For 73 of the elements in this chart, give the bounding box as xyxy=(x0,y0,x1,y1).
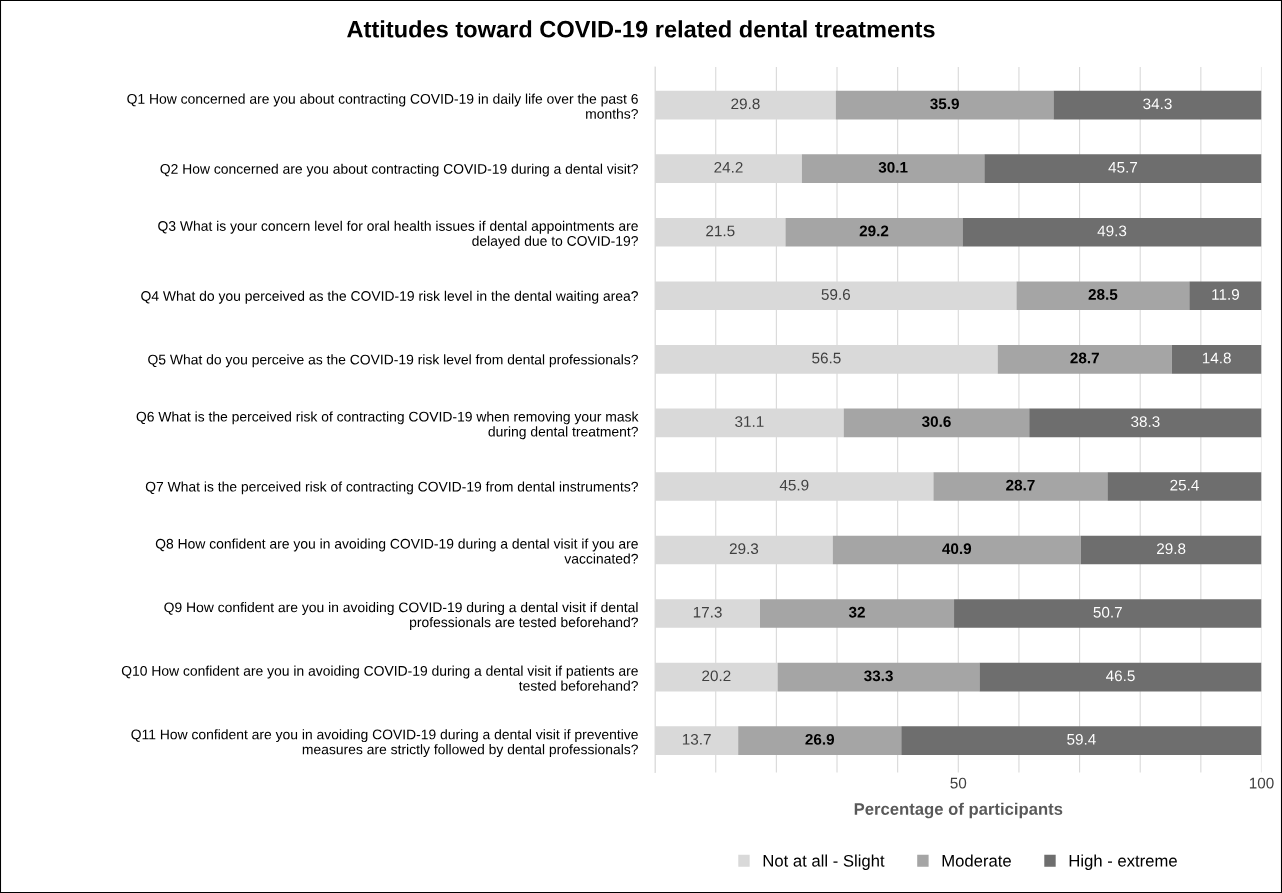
bar xyxy=(760,599,955,628)
data-label: 40.9 xyxy=(942,543,972,555)
data-label: 59.4 xyxy=(1067,733,1096,745)
bar xyxy=(901,726,1262,755)
y-tick-label: Q1 How concerned are you about contracting COVID-19 in daily life over the past 6 months? xyxy=(127,93,638,119)
y-tick-label: Q9 How confident are you in avoiding COVID-19 during a dental visit if dental professionals are tested beforehand? xyxy=(164,602,638,630)
data-label: 14.8 xyxy=(1202,352,1231,364)
data-label: 31.1 xyxy=(735,416,764,427)
data-label: 35.9 xyxy=(930,98,959,110)
bar xyxy=(1029,408,1262,438)
x-axis-title: Percentage of participants xyxy=(854,802,1063,819)
data-label: 45.9 xyxy=(779,479,809,491)
y-tick-label: Q4 What do you perceived as the COVID-19 risk level in the dental waiting area? xyxy=(141,290,638,304)
data-label: 21.5 xyxy=(706,225,735,237)
bar xyxy=(984,154,1262,183)
y-tick-label: Q5 What do you perceive as the COVID-19 risk level from dental professionals? xyxy=(148,354,638,368)
bar xyxy=(962,217,1262,247)
data-label: 28.5 xyxy=(1088,289,1118,300)
legend-label: Not at all - Slight xyxy=(763,854,885,870)
data-label: 29.2 xyxy=(859,225,889,237)
bar xyxy=(832,535,1081,565)
y-tick-label: Q11 How confident are you in avoiding COVID-19 during a dental visit if preventive measures are strictly followed by dental professionals? xyxy=(131,729,638,758)
data-label: 13.7 xyxy=(682,733,711,745)
bar xyxy=(979,662,1262,692)
bar xyxy=(954,599,1262,628)
data-label: 29.8 xyxy=(731,98,760,110)
data-label: 49.3 xyxy=(1097,225,1127,237)
data-label: 30.1 xyxy=(878,161,908,173)
bar xyxy=(835,90,1054,120)
y-tick-label: Q7 What is the perceived risk of contracting COVID-19 from dental instruments? xyxy=(145,481,638,495)
data-label: 32 xyxy=(848,606,865,618)
bar xyxy=(801,154,985,183)
bar xyxy=(777,662,980,692)
bar xyxy=(997,345,1172,374)
data-label: 28.7 xyxy=(1070,352,1099,364)
chart-title: Attitudes toward COVID-19 related dental treatments xyxy=(347,20,935,38)
y-tick-label: Q10 How confident are you in avoiding COVID-19 during a dental visit if patients are tested beforehand? xyxy=(121,665,638,691)
y-tick-label: Q6 What is the perceived risk of contracting COVID-19 when removing your mask during dental treatment? xyxy=(136,411,639,440)
data-label: 38.3 xyxy=(1131,416,1160,427)
bar xyxy=(1171,345,1262,374)
data-label: 29.3 xyxy=(729,543,759,555)
bar xyxy=(843,408,1030,438)
x-tick-label: 100 xyxy=(1249,777,1274,789)
x-tick-label: 50 xyxy=(950,777,967,789)
data-label: 29.8 xyxy=(1157,543,1186,555)
bar xyxy=(785,217,963,247)
data-label: 17.3 xyxy=(693,606,722,618)
bar xyxy=(1080,535,1262,565)
bar xyxy=(1053,90,1262,120)
data-label: 34.3 xyxy=(1143,98,1172,110)
data-label: 25.4 xyxy=(1170,479,1199,491)
bar xyxy=(738,726,902,755)
data-label: 46.5 xyxy=(1105,670,1135,682)
y-tick-label: Q8 How confident are you in avoiding COVID-19 during a dental visit if you are vaccinated? xyxy=(155,538,638,564)
data-label: 24.2 xyxy=(714,161,743,173)
data-label: 20.2 xyxy=(702,670,731,682)
data-label: 45.7 xyxy=(1108,162,1138,173)
legend-label: Moderate xyxy=(942,854,1011,867)
data-label: 56.5 xyxy=(812,352,841,364)
data-label: 50.7 xyxy=(1093,606,1122,618)
bar xyxy=(933,472,1108,501)
bar xyxy=(1107,472,1262,501)
legend-label: High - extreme xyxy=(1069,854,1177,870)
y-tick-label: Q2 How concerned are you about contracting COVID-19 during a dental visit? xyxy=(160,163,638,177)
bar xyxy=(1189,281,1262,311)
data-label: 28.7 xyxy=(1006,479,1035,491)
bar xyxy=(1016,281,1190,311)
data-label: 26.9 xyxy=(805,733,835,745)
data-label: 11.9 xyxy=(1212,289,1239,300)
data-label: 59.6 xyxy=(821,289,850,300)
y-tick-label: Q3 What is your concern level for oral health issues if dental appointments are delayed due to COVID-19? xyxy=(158,220,638,249)
data-label: 33.3 xyxy=(864,670,893,682)
data-label: 30.6 xyxy=(921,416,951,428)
